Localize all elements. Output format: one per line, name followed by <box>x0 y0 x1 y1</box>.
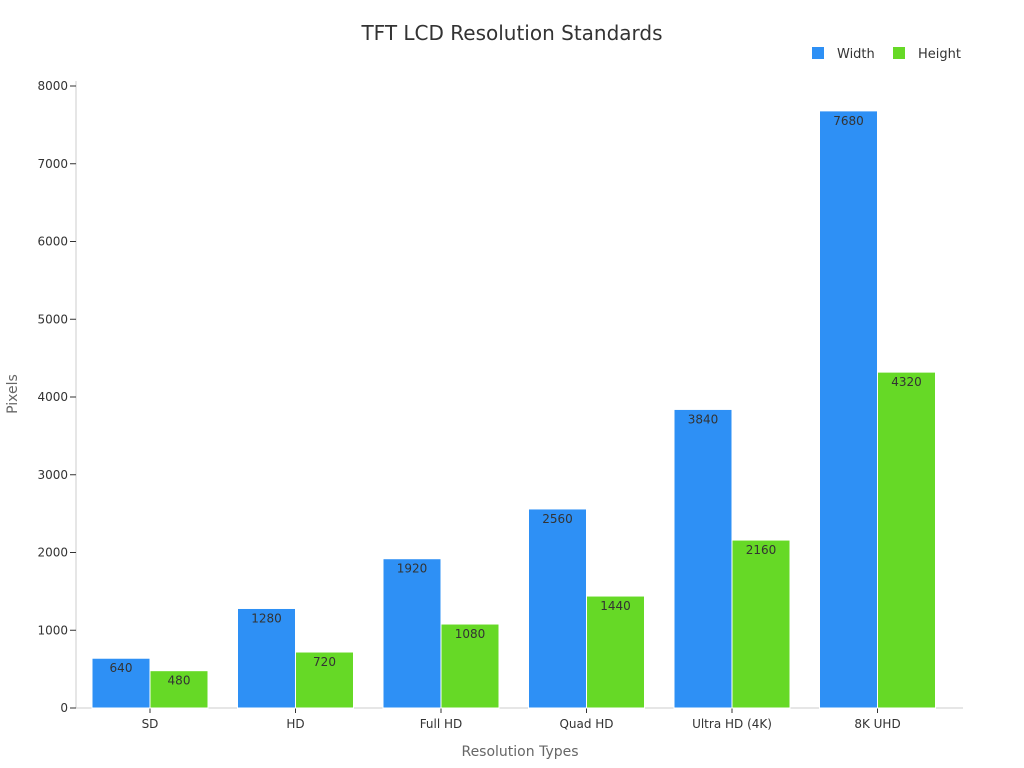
legend-label-width: Width <box>837 47 875 62</box>
y-tick-label: 1000 <box>37 623 68 637</box>
data-label: 3840 <box>688 412 719 426</box>
legend-label-height: Height <box>918 47 961 62</box>
legend-swatch-height <box>893 47 905 59</box>
data-label: 1280 <box>251 611 282 625</box>
bar-width[interactable] <box>673 408 733 709</box>
y-axis-label: Pixels <box>5 374 21 414</box>
y-tick-label: 4000 <box>37 390 68 404</box>
bar-height[interactable] <box>586 595 645 709</box>
bar-height[interactable] <box>295 651 354 709</box>
x-tick-label: SD <box>142 717 159 731</box>
data-label: 2160 <box>746 543 777 557</box>
y-axis-ticks: 0 1000 2000 3000 4000 5000 6000 7000 8000 <box>37 79 76 715</box>
bars-group <box>91 110 936 709</box>
legend: Width Height <box>812 47 961 62</box>
x-axis-label: Resolution Types <box>461 744 578 760</box>
x-tick-label: HD <box>286 717 304 731</box>
data-label: 1080 <box>455 627 486 641</box>
x-tick-label: Quad HD <box>559 717 613 731</box>
bar-width[interactable] <box>237 607 296 709</box>
y-tick-label: 0 <box>60 701 68 715</box>
bar-width[interactable] <box>91 657 151 709</box>
bar-width[interactable] <box>819 110 878 709</box>
data-label: 7680 <box>833 114 864 128</box>
y-tick-label: 8000 <box>37 79 68 93</box>
bar-height[interactable] <box>440 623 500 709</box>
data-label: 1440 <box>600 599 631 613</box>
x-axis-ticks: SD HD Full HD Quad HD Ultra HD (4K) 8K UHD <box>142 708 901 731</box>
x-tick-label: Ultra HD (4K) <box>692 717 772 731</box>
data-labels-group: 640 480 1280 720 1920 1080 2560 1440 3840 2160 768… <box>110 114 922 688</box>
x-tick-label: 8K UHD <box>854 717 900 731</box>
bar-height[interactable] <box>877 371 936 709</box>
data-label: 640 <box>110 661 133 675</box>
chart-title: TFT LCD Resolution Standards <box>360 21 662 45</box>
y-tick-label: 3000 <box>37 468 68 482</box>
y-tick-label: 6000 <box>37 235 68 249</box>
y-tick-label: 7000 <box>37 157 68 171</box>
bar-height[interactable] <box>149 670 209 709</box>
data-label: 2560 <box>542 512 573 526</box>
data-label: 720 <box>313 655 336 669</box>
bar-width[interactable] <box>528 508 587 709</box>
bar-width[interactable] <box>382 558 442 709</box>
data-label: 4320 <box>891 375 922 389</box>
data-label: 1920 <box>397 562 428 576</box>
y-tick-label: 5000 <box>37 312 68 326</box>
x-tick-label: Full HD <box>420 717 463 731</box>
y-tick-label: 2000 <box>37 546 68 560</box>
data-label: 480 <box>168 674 191 688</box>
legend-swatch-width <box>812 47 824 59</box>
bar-height[interactable] <box>731 539 791 709</box>
